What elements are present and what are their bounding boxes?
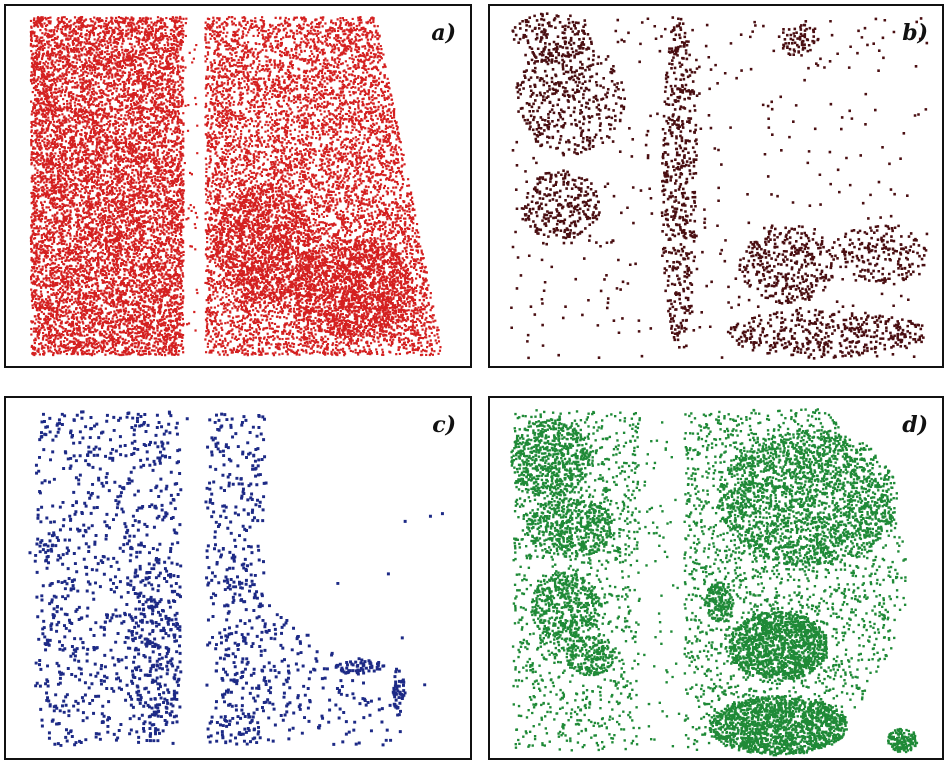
scatter-panel-b: b) [488, 4, 944, 368]
point-cloud-a [29, 15, 442, 357]
panel-label-b: b) [902, 20, 928, 46]
scatter-panel-a: a) [4, 4, 472, 368]
point-cloud-c [28, 410, 444, 747]
panel-label-d: d) [902, 412, 928, 438]
points [28, 410, 444, 747]
point-cloud-d [510, 408, 919, 757]
panel-label-c: c) [432, 412, 456, 438]
points [29, 15, 442, 357]
point-cloud-b [510, 12, 929, 360]
scatter-panel-d: d) [488, 396, 944, 760]
points [510, 12, 929, 360]
scatter-panel-c: c) [4, 396, 472, 760]
points [510, 408, 919, 757]
panel-label-a: a) [431, 20, 456, 46]
